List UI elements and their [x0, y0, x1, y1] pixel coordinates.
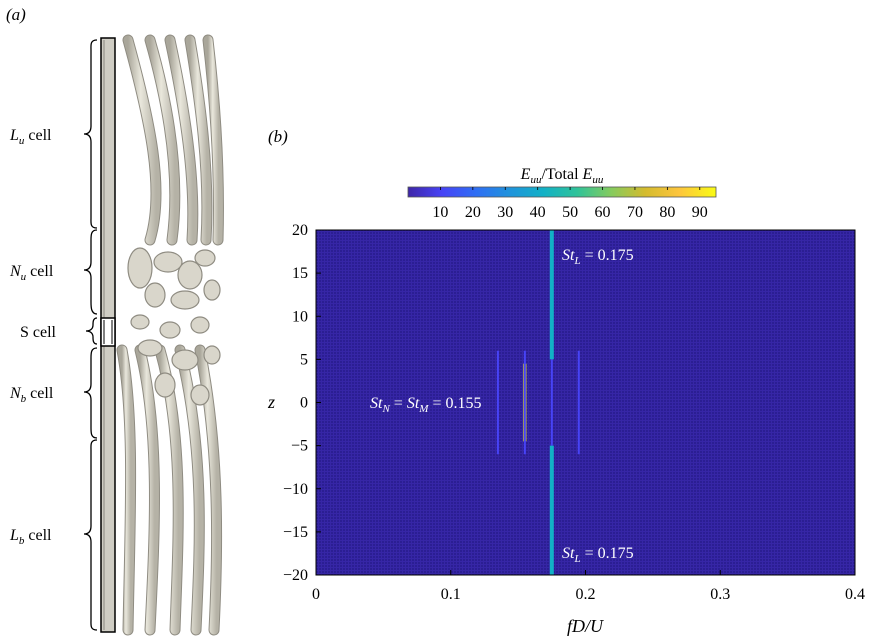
brace-lb — [83, 439, 98, 631]
cell-label-lu: Lu cell — [9, 127, 52, 147]
x-tick-label-1: 0.1 — [441, 586, 461, 603]
cell-label-nu: Nu cell — [9, 263, 54, 283]
y-axis: 20 15 10 5 0 −5 −10 −15 −20 — [283, 222, 321, 584]
feature-stl-lower — [549, 445, 554, 575]
feature-stl-centre — [550, 359, 553, 446]
cell-label-lb: Lb cell — [9, 527, 52, 547]
brace-nu — [83, 229, 98, 315]
y-axis-label: z — [267, 392, 275, 412]
colorbar: Euu/Total Euu 10 20 30 40 50 60 70 80 90 — [407, 166, 717, 221]
brace-s — [85, 317, 98, 345]
y-tick-label-6: −10 — [283, 481, 308, 498]
heatmap — [315, 229, 856, 576]
panel-b: (b) Euu/Total Euu 10 20 30 40 50 60 70 80 90 201… — [267, 127, 865, 636]
x-tick-label-0: 0 — [312, 586, 320, 603]
colorbar-tick-label-4: 50 — [562, 204, 578, 221]
colorbar-label: Euu/Total Euu — [520, 166, 604, 186]
feature-4 — [577, 350, 580, 455]
colorbar-tick-label-5: 60 — [595, 204, 611, 221]
cell-label-nb: Nb cell — [9, 385, 54, 405]
y-tick-label-5: −5 — [291, 438, 308, 455]
colorbar-tick-label-6: 70 — [627, 204, 643, 221]
x-tick-label-2: 0.2 — [576, 586, 596, 603]
panel-a-label: (a) — [6, 5, 26, 24]
y-tick-label-8: −20 — [283, 567, 308, 584]
y-tick-label-1: 15 — [292, 265, 308, 282]
colorbar-tick-label-3: 40 — [530, 204, 546, 221]
panel-a: (a) — [6, 5, 224, 636]
colorbar-tick-label-7: 80 — [659, 204, 675, 221]
x-tick-label-3: 0.3 — [710, 586, 730, 603]
y-tick-label-4: 0 — [300, 395, 308, 412]
brace-lu — [83, 39, 98, 229]
annotation-stl-top: StL = 0.175 — [562, 247, 634, 267]
y-tick-label-2: 10 — [292, 308, 308, 325]
cylinder — [100, 37, 116, 633]
colorbar-tick-label-2: 30 — [497, 204, 513, 221]
x-axis-label: fD/U — [567, 616, 604, 636]
colorbar-gradient — [407, 186, 717, 198]
annotations: StL = 0.175 StN = StM = 0.155 StL = 0.17… — [370, 247, 634, 565]
feature-3 — [496, 350, 499, 455]
brace-nb — [83, 347, 98, 439]
colorbar-ticks: 10 20 30 40 50 60 70 80 90 — [432, 187, 708, 221]
annotation-stl-bottom: StL = 0.175 — [562, 545, 634, 565]
colorbar-tick-label-8: 90 — [692, 204, 708, 221]
x-axis: 0 0.1 0.2 0.3 0.4 — [312, 570, 865, 603]
y-tick-label-7: −15 — [283, 524, 308, 541]
y-tick-label-3: 5 — [300, 351, 308, 368]
heatmap-background — [316, 230, 855, 575]
annotation-stn-stm: StN = StM = 0.155 — [370, 395, 481, 415]
colorbar-tick-label-1: 20 — [465, 204, 481, 221]
cell-braces — [83, 39, 98, 631]
x-tick-label-4: 0.4 — [845, 586, 865, 603]
vortex-render — [116, 34, 224, 636]
heatmap-features — [496, 230, 580, 575]
y-tick-label-0: 20 — [292, 222, 308, 239]
feature-stl-upper — [549, 230, 554, 360]
colorbar-tick-label-0: 10 — [432, 204, 448, 221]
panel-b-label: (b) — [268, 127, 288, 146]
feature-2 — [523, 350, 526, 455]
